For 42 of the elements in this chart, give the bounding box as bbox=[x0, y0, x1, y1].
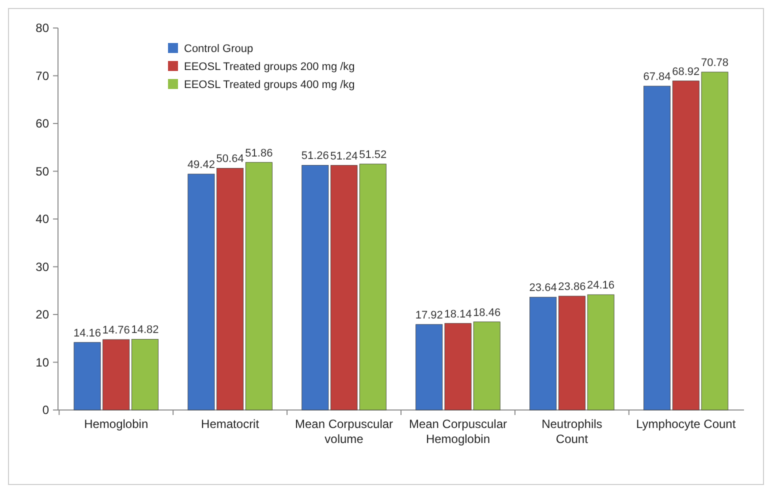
data-label: 17.92 bbox=[415, 309, 443, 322]
data-label: 18.46 bbox=[473, 306, 501, 319]
data-label: 23.64 bbox=[529, 282, 557, 294]
x-tick-label: Neutrophils Count bbox=[542, 417, 602, 446]
y-tick-label: 0 bbox=[42, 403, 50, 418]
y-tick-label: 60 bbox=[36, 116, 50, 131]
data-label: 70.78 bbox=[700, 57, 729, 70]
data-label: 51.86 bbox=[245, 147, 273, 160]
y-tick-label: 20 bbox=[36, 308, 50, 322]
y-tick-label: 70 bbox=[36, 68, 50, 83]
legend-label: Control Group bbox=[184, 42, 254, 55]
bar bbox=[416, 324, 443, 410]
x-tick-label: Hemoglobin bbox=[84, 417, 148, 431]
bar bbox=[530, 296, 557, 410]
data-label: 68.92 bbox=[672, 66, 700, 78]
legend-label: EEOSL Treated groups 400 mg /kg bbox=[184, 78, 355, 91]
y-tick-label: 30 bbox=[36, 260, 50, 274]
data-label: 14.76 bbox=[102, 324, 130, 337]
bar bbox=[359, 164, 386, 410]
x-tick-label: Mean Corpuscular Hemoglobin bbox=[408, 417, 507, 446]
data-label: 49.42 bbox=[187, 159, 215, 172]
legend-label: EEOSL Treated groups 200 mg /kg bbox=[184, 60, 355, 73]
bar bbox=[245, 162, 272, 410]
x-tick-label: Mean Corpuscular volume bbox=[295, 417, 394, 446]
data-label: 51.52 bbox=[359, 148, 387, 161]
x-tick-label: Lymphocyte Count bbox=[636, 417, 736, 431]
data-label: 23.86 bbox=[558, 281, 586, 294]
bar bbox=[132, 339, 158, 410]
data-label: 14.16 bbox=[73, 327, 102, 340]
y-tick-label: 10 bbox=[36, 355, 50, 370]
y-tick-label: 50 bbox=[36, 164, 50, 178]
data-label: 24.16 bbox=[587, 280, 615, 292]
data-label: 18.14 bbox=[444, 308, 472, 320]
x-tick-label: Hematocrit bbox=[201, 417, 260, 431]
bar bbox=[644, 86, 670, 410]
y-tick-label: 80 bbox=[36, 21, 50, 36]
data-label: 14.82 bbox=[131, 324, 159, 336]
data-label: 51.24 bbox=[330, 150, 358, 162]
data-label: 50.64 bbox=[216, 153, 244, 166]
y-tick-label: 40 bbox=[36, 212, 50, 226]
data-label: 67.84 bbox=[643, 71, 671, 84]
data-label: 51.26 bbox=[301, 150, 329, 162]
